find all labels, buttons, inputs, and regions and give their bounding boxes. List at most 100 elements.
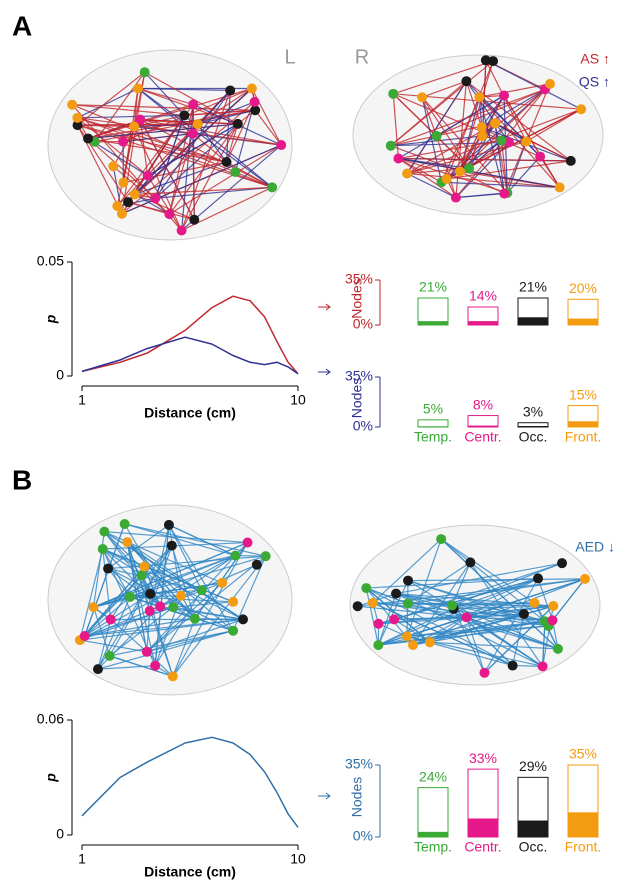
value-label: 15% — [569, 386, 597, 402]
network-node — [120, 519, 130, 529]
y-tick-label: 35% — [345, 756, 373, 772]
network-node — [189, 215, 199, 225]
network-node — [566, 156, 576, 166]
network-node — [389, 614, 399, 624]
network-node — [545, 79, 555, 89]
network-node — [474, 92, 484, 102]
category-label: Temp. — [414, 839, 452, 855]
figure: A B L R 00.05110Distance (cm)pAS ↑QS ↑0%… — [0, 0, 617, 885]
network-node — [533, 573, 543, 583]
network-node — [133, 84, 143, 94]
bar-fill — [568, 421, 598, 427]
network-node — [252, 560, 262, 570]
network-node — [67, 100, 77, 110]
network-node — [490, 118, 500, 128]
network-node — [190, 614, 200, 624]
network-node — [103, 564, 113, 574]
network-node — [130, 189, 140, 199]
network-node — [538, 661, 548, 671]
network-node — [548, 601, 558, 611]
bar-fill — [468, 321, 498, 325]
x-axis-label: Distance (cm) — [144, 405, 236, 421]
network-node — [168, 602, 178, 612]
x-tick-label: 1 — [78, 392, 86, 408]
network-node — [228, 626, 238, 636]
bar-fill — [418, 321, 448, 325]
value-label: 33% — [469, 750, 497, 766]
arrow — [318, 793, 330, 799]
panel-label: A — [12, 10, 32, 41]
data-line — [82, 737, 298, 827]
bar-outline — [418, 420, 448, 427]
y-axis-label: p — [43, 314, 59, 324]
network-node — [155, 601, 165, 611]
network-node — [368, 598, 378, 608]
network-node — [451, 193, 461, 203]
y-tick-label: 0 — [56, 367, 64, 383]
network-node — [118, 137, 128, 147]
network-node — [553, 644, 563, 654]
bar-fill — [418, 832, 448, 837]
network-node — [373, 640, 383, 650]
network-node — [391, 589, 401, 599]
network-node — [261, 551, 271, 561]
network-node — [374, 619, 384, 629]
bar-fill — [518, 317, 548, 325]
network-node — [464, 163, 474, 173]
network-node — [447, 600, 457, 610]
y-axis-label: p — [43, 773, 59, 783]
network-node — [499, 91, 509, 101]
network-node — [557, 558, 567, 568]
y-axis-label: Nodes — [349, 378, 365, 418]
network-node — [89, 602, 99, 612]
network-node — [386, 141, 396, 151]
network-node — [139, 562, 149, 572]
network-node — [106, 614, 116, 624]
y-tick-label: 0% — [353, 828, 373, 844]
x-tick-label: 10 — [290, 851, 306, 867]
bar-fill — [518, 821, 548, 837]
network-node — [164, 209, 174, 219]
value-label: 24% — [419, 768, 447, 784]
network-node — [98, 544, 108, 554]
y-axis-label: Nodes — [349, 278, 365, 318]
y-tick-label: 0.06 — [37, 711, 64, 727]
network-node — [247, 84, 257, 94]
bar-outline — [418, 298, 448, 325]
value-label: 21% — [419, 279, 447, 295]
network-node — [267, 182, 277, 192]
network-node — [250, 97, 260, 107]
network-node — [228, 597, 238, 607]
network-node — [403, 599, 413, 609]
network-node — [167, 541, 177, 551]
network-node — [417, 92, 427, 102]
network-node — [123, 197, 133, 207]
y-tick-label: 0.05 — [37, 253, 64, 269]
network-node — [477, 122, 487, 132]
network-node — [555, 182, 565, 192]
network-node — [576, 104, 586, 114]
network-node — [402, 169, 412, 179]
y-tick-label: 0% — [353, 418, 373, 434]
network-node — [143, 171, 153, 181]
value-label: 20% — [569, 280, 597, 296]
network-node — [388, 89, 398, 99]
network-node — [145, 606, 155, 616]
network-node — [188, 129, 198, 139]
hemisphere-label: R — [355, 46, 369, 68]
network-node — [230, 551, 240, 561]
bar-fill — [468, 426, 498, 427]
network-node — [108, 161, 118, 171]
network-node — [529, 598, 539, 608]
network-node — [408, 640, 418, 650]
network-node — [122, 537, 132, 547]
category-label: Front. — [565, 839, 602, 855]
network-node — [230, 167, 240, 177]
network-node — [150, 193, 160, 203]
value-label: 29% — [519, 758, 547, 774]
network-node — [176, 591, 186, 601]
network-node — [177, 225, 187, 235]
category-label: Centr. — [464, 429, 501, 445]
category-label: Temp. — [414, 429, 452, 445]
network-node — [580, 574, 590, 584]
